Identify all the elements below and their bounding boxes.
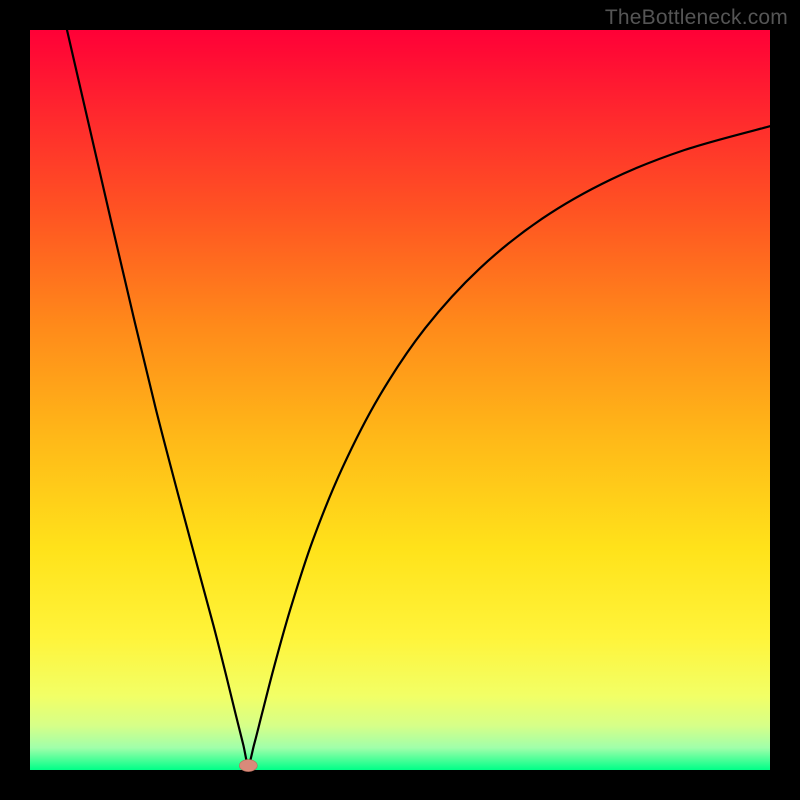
chart-svg xyxy=(0,0,800,800)
chart-container: TheBottleneck.com xyxy=(0,0,800,800)
plot-area xyxy=(30,30,770,770)
watermark-text: TheBottleneck.com xyxy=(605,6,788,30)
minimum-marker xyxy=(239,760,257,772)
